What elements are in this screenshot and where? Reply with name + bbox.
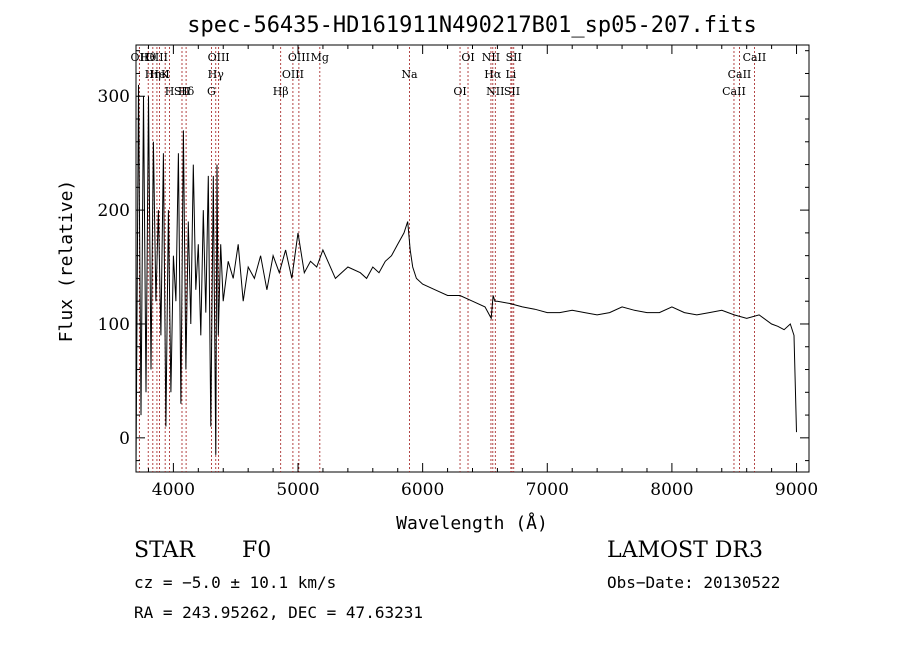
redshift-value: cz = −5.0 ± 10.1 km/s xyxy=(134,573,337,592)
line-marker-label: OII xyxy=(131,51,149,64)
line-marker-label: Hγ xyxy=(208,68,225,81)
x-tick-label: 9000 xyxy=(775,480,818,500)
line-marker-label: OI xyxy=(453,85,466,98)
line-marker-label: Hα xyxy=(484,68,502,81)
coordinates: RA = 243.95262, DEC = 47.63231 xyxy=(134,603,423,622)
line-marker-label: H xyxy=(165,85,175,98)
line-marker-label: G xyxy=(207,85,216,98)
line-marker-label: Hθ xyxy=(140,51,157,64)
y-tick-label: 0 xyxy=(119,429,130,449)
line-marker-label: SII xyxy=(506,51,522,64)
x-tick-label: 8000 xyxy=(650,480,693,500)
line-marker-label: Hδ xyxy=(178,85,195,98)
x-axis-ticks: 4000 5000 6000 7000 8000 9000 xyxy=(147,45,818,500)
line-marker-label: NII xyxy=(482,51,500,64)
obs-date: Obs−Date: 20130522 xyxy=(607,573,781,592)
y-axis-ticks: 0 100 200 300 xyxy=(98,50,809,462)
line-marker-label: OIII xyxy=(146,51,168,64)
spectrum-line xyxy=(135,84,797,473)
line-marker-label: CaII xyxy=(722,85,746,98)
line-marker-label: OIII xyxy=(288,51,310,64)
line-marker-label: Mg xyxy=(311,51,329,64)
y-tick-label: 200 xyxy=(98,201,130,221)
spectral-subclass: F0 xyxy=(242,538,272,563)
x-tick-label: 5000 xyxy=(276,480,319,500)
survey-name: LAMOST DR3 xyxy=(607,538,763,563)
line-marker-label: Na xyxy=(401,68,418,81)
line-marker-label: SII xyxy=(174,85,190,98)
line-marker-label: CaII xyxy=(728,68,752,81)
x-tick-label: 6000 xyxy=(401,480,444,500)
x-tick-label: 4000 xyxy=(152,480,195,500)
x-tick-label: 7000 xyxy=(526,480,569,500)
plot-frame xyxy=(135,44,810,473)
line-marker-label: OIII xyxy=(282,68,304,81)
object-class: STAR xyxy=(134,538,195,563)
line-markers xyxy=(138,47,755,472)
y-tick-label: 300 xyxy=(98,87,130,107)
x-axis-label: Wavelength (Å) xyxy=(396,512,548,534)
line-marker-label: OI xyxy=(461,51,474,64)
line-marker-label: Li xyxy=(505,68,516,81)
line-marker-label: OIII xyxy=(208,51,230,64)
line-marker-label: Hη xyxy=(145,68,161,81)
line-marker-label: Hβ xyxy=(273,85,289,98)
line-marker-label: CaII xyxy=(743,51,767,64)
y-axis-label: Flux (relative) xyxy=(56,180,77,343)
line-marker-label: SII xyxy=(504,85,520,98)
line-marker-label: NII xyxy=(486,85,504,98)
y-tick-label: 100 xyxy=(98,315,130,335)
line-marker-label: HeI xyxy=(149,68,169,81)
chart-title: spec-56435-HD161911N490217B01_sp05-207.f… xyxy=(187,13,757,38)
line-marker-label: K xyxy=(161,68,170,81)
